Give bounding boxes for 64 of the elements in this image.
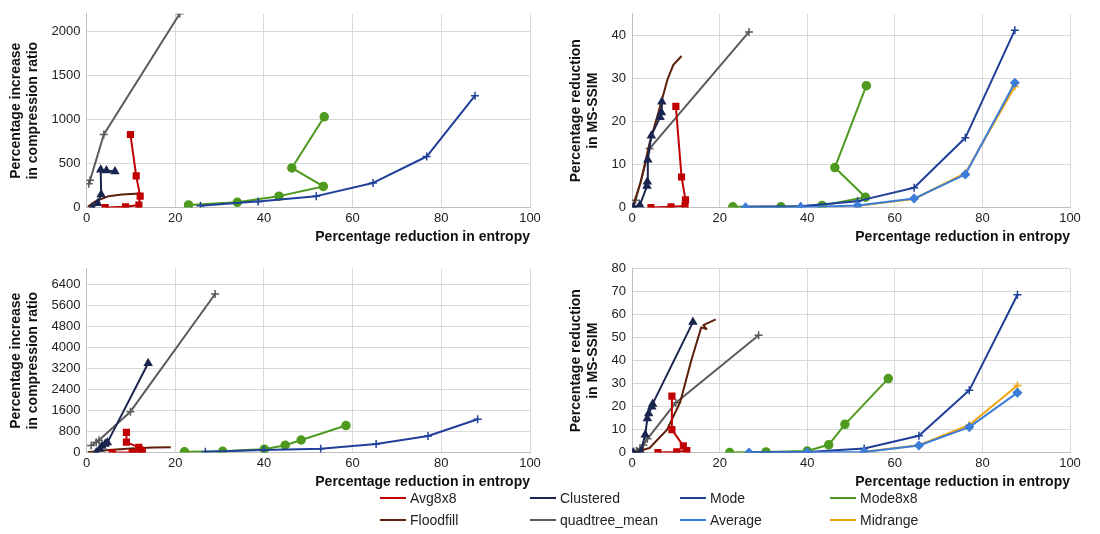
x-tick-label: 20: [712, 209, 727, 225]
legend-label: Mode8x8: [860, 490, 918, 506]
x-tick-label: 100: [1059, 209, 1081, 225]
x-tick-label: 100: [519, 209, 541, 225]
y-tick-label: 70: [611, 283, 627, 299]
x-axis-title: Percentage reduction in entropy: [855, 473, 1071, 490]
y-tick-label: 40: [611, 352, 627, 368]
x-tick-label: 20: [712, 454, 727, 470]
x-tick-label: 40: [256, 454, 272, 470]
y-tick-label: 2000: [51, 23, 81, 38]
y-axis-title: Percentage reduction in MS-SSIM: [567, 289, 601, 433]
y-tick-label: 60: [611, 306, 627, 322]
x-tick-label: 60: [345, 209, 360, 225]
y-axis-title: Percentage increase in compression ratio: [7, 291, 41, 430]
y-tick-label: 20: [611, 113, 627, 129]
y-tick-label: 40: [611, 26, 627, 42]
x-axis-title: Percentage reduction in entropy: [855, 228, 1071, 245]
y-tick-label: 4000: [51, 339, 81, 355]
x-tick-label: 100: [519, 454, 541, 470]
y-tick-label: 0: [618, 199, 627, 215]
y-tick-label: 5600: [51, 297, 81, 313]
y-tick-label: 80: [611, 260, 627, 276]
y-tick-label: 10: [611, 156, 627, 172]
y-axis-title: Percentage increase in compression ratio: [7, 41, 41, 180]
x-tick-label: 20: [167, 454, 183, 470]
x-tick-label: 20: [167, 209, 183, 225]
y-tick-label: 0: [618, 444, 627, 460]
legend-label: Mode: [710, 490, 746, 506]
legend-label: Avg8x8: [410, 490, 457, 506]
y-tick-label: 30: [611, 375, 627, 391]
y-tick-label: 1600: [51, 402, 81, 418]
legend-label: Clustered: [560, 490, 620, 506]
x-tick-label: 80: [434, 454, 449, 470]
x-tick-label: 80: [434, 209, 449, 225]
legend-label: Floodfill: [410, 512, 459, 528]
x-tick-label: 40: [800, 454, 815, 470]
x-tick-label: 80: [975, 209, 990, 225]
y-tick-label: 10: [611, 421, 627, 437]
legend-label: Midrange: [860, 512, 919, 528]
x-tick-label: 40: [800, 209, 815, 225]
x-tick-label: 60: [345, 454, 360, 470]
y-axis-title: Percentage reduction in MS-SSIM: [567, 39, 601, 183]
x-axis-title: Percentage reduction in entropy: [315, 473, 531, 490]
y-tick-label: 500: [58, 155, 81, 171]
x-tick-label: 100: [1059, 454, 1081, 470]
y-tick-label: 20: [611, 398, 627, 414]
y-tick-label: 50: [611, 329, 627, 345]
y-tick-label: 30: [611, 69, 627, 85]
y-tick-label: 0: [73, 444, 81, 460]
y-tick-label: 2400: [51, 381, 81, 397]
x-tick-label: 60: [887, 454, 903, 470]
legend-label: quadtree_mean: [560, 512, 659, 528]
y-tick-label: 800: [58, 423, 81, 439]
y-tick-label: 6400: [51, 276, 81, 292]
y-tick-label: 0: [73, 199, 81, 215]
x-axis-title: Percentage reduction in entropy: [315, 228, 531, 245]
y-tick-label: 4800: [51, 318, 81, 334]
x-tick-label: 80: [975, 454, 990, 470]
y-tick-label: 3200: [51, 360, 81, 376]
y-tick-label: 1000: [51, 111, 81, 127]
x-tick-label: 40: [256, 209, 272, 225]
x-tick-label: 60: [887, 209, 903, 225]
y-tick-label: 1500: [51, 67, 81, 83]
legend-label: Average: [710, 512, 762, 528]
